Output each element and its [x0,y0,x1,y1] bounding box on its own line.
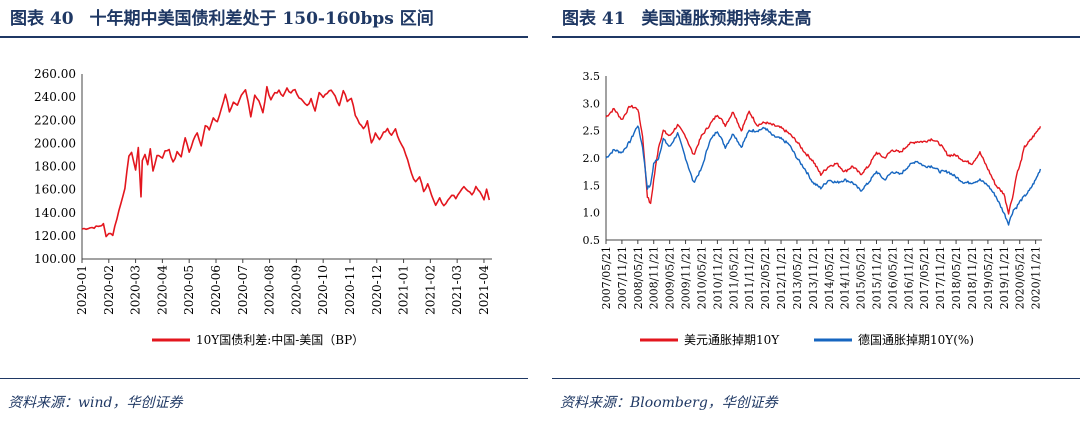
legend-label-us-swap: 美元通胀掉期10Y [684,333,780,347]
x-tick-label: 2020-12 [370,265,384,315]
x-tick-label: 2017/11/21 [934,246,947,309]
y-tick-label: 220.00 [34,113,76,127]
x-tick-label: 2007/05/21 [600,246,613,309]
x-tick-label: 2020-05 [182,265,196,315]
x-tick-label: 2011/05/21 [727,246,740,309]
figure-41-title: 图表 41 美国通胀预期持续走高 [562,4,822,29]
x-tick-label: 2020-04 [155,265,169,315]
y-tick-label: 200.00 [34,136,76,150]
x-tick-label: 2021-01 [397,265,411,315]
x-tick-label: 2012/05/21 [759,246,772,309]
figure-40-heading: 十年期中美国债利差处于 150-160bps 区间 [89,9,434,29]
figure-40-source: 资料来源：wind，华创证券 [8,395,183,411]
x-tick-label: 2008/11/21 [648,246,661,309]
x-tick-label: 2020/05/21 [1014,246,1027,309]
legend-label-spread: 10Y国债利差:中国-美国（BP） [196,332,364,347]
figure-40-panel: 图表 40 十年期中美国债利差处于 150-160bps 区间 260.00 24… [0,0,528,422]
y-tick-label: 0.5 [583,234,601,247]
y-tick-label: 1.5 [583,179,601,192]
figure-41-label: 图表 41 [562,9,626,29]
figure-41-heading: 美国通胀预期持续走高 [641,9,812,29]
legend-label-de-swap: 德国通胀掉期10Y(%) [858,332,974,347]
series-line-1 [605,125,1042,226]
chart-left-marks: 260.00 240.00 220.00 200.00 180.00 160.00 140.… [34,67,492,315]
x-tick-label: 2020-01 [75,265,89,315]
x-tick-label: 2009/05/21 [664,246,677,309]
figure-41-bottom-rule [552,378,1080,379]
x-tick-label: 2021-04 [477,265,491,315]
x-tick-label: 2020-08 [263,265,277,315]
y-tick-label: 2.5 [583,125,601,138]
x-tick-label: 2020-07 [236,265,250,315]
x-tick-label: 2017/05/21 [918,246,931,309]
x-tick-label: 2008/05/21 [632,246,645,309]
spread-line-chart: 260.00 240.00 220.00 200.00 180.00 160.00 140.… [34,67,492,347]
x-tick-label: 2015/05/21 [855,246,868,309]
y-tick-label: 140.00 [34,206,76,220]
x-tick-label: 2019/05/21 [982,246,995,309]
x-tick-label: 2020-03 [129,265,143,315]
x-tick-label: 2014/05/21 [823,246,836,309]
x-tick-label: 2019/11/21 [998,246,1011,309]
x-tick-label: 2011/11/21 [743,246,756,309]
x-tick-label: 2013/05/21 [791,246,804,309]
y-tick-label: 1.0 [583,207,601,220]
figure-40-title: 图表 40 十年期中美国债利差处于 150-160bps 区间 [10,4,444,29]
y-tick-label: 120.00 [34,229,76,243]
figure-40-bottom-rule [0,378,528,379]
x-tick-label: 2014/11/21 [839,246,852,309]
x-tick-label: 2015/11/21 [871,246,884,309]
y-tick-label: 2.0 [583,152,601,165]
x-tick-label: 2020-10 [316,265,330,315]
x-tick-label: 2020/11/21 [1030,246,1043,309]
x-tick-label: 2016/05/21 [886,246,899,309]
series-line-0 [605,104,1042,215]
x-tick-label: 2020-06 [209,265,223,315]
x-tick-label: 2020-02 [102,265,116,315]
y-tick-label: 180.00 [34,160,76,174]
y-tick-label: 3.0 [583,97,601,110]
x-tick-label: 2012/11/21 [775,246,788,309]
x-tick-label: 2021-02 [423,265,437,315]
x-tick-label: 2020-11 [343,265,357,315]
y-tick-label: 160.00 [34,183,76,197]
x-tick-label: 2021-03 [450,265,464,315]
x-tick-label: 2016/11/21 [902,246,915,309]
x-tick-label: 2010/11/21 [711,246,724,309]
figure-41-source: 资料来源：Bloomberg，华创证券 [560,395,778,411]
y-tick-label: 3.5 [583,70,601,83]
figure-40-top-rule [0,36,528,38]
x-tick-label: 2020-09 [289,265,303,315]
y-tick-label: 260.00 [34,67,76,81]
y-tick-label: 100.00 [34,252,76,266]
x-tick-label: 2018/05/21 [950,246,963,309]
y-tick-label: 240.00 [34,90,76,104]
x-tick-label: 2013/11/21 [807,246,820,309]
figure-41-panel: 图表 41 美国通胀预期持续走高 3.5 3.0 2.5 2.0 1.5 1.0 0.5 20… [552,0,1080,422]
figure-40-label: 图表 40 [10,9,74,29]
x-tick-label: 2009/11/21 [680,246,693,309]
x-tick-label: 2018/11/21 [966,246,979,309]
series-line-0 [81,85,491,238]
figure-41-top-rule [552,36,1080,38]
x-tick-label: 2010/05/21 [695,246,708,309]
x-tick-label: 2007/11/21 [616,246,629,309]
